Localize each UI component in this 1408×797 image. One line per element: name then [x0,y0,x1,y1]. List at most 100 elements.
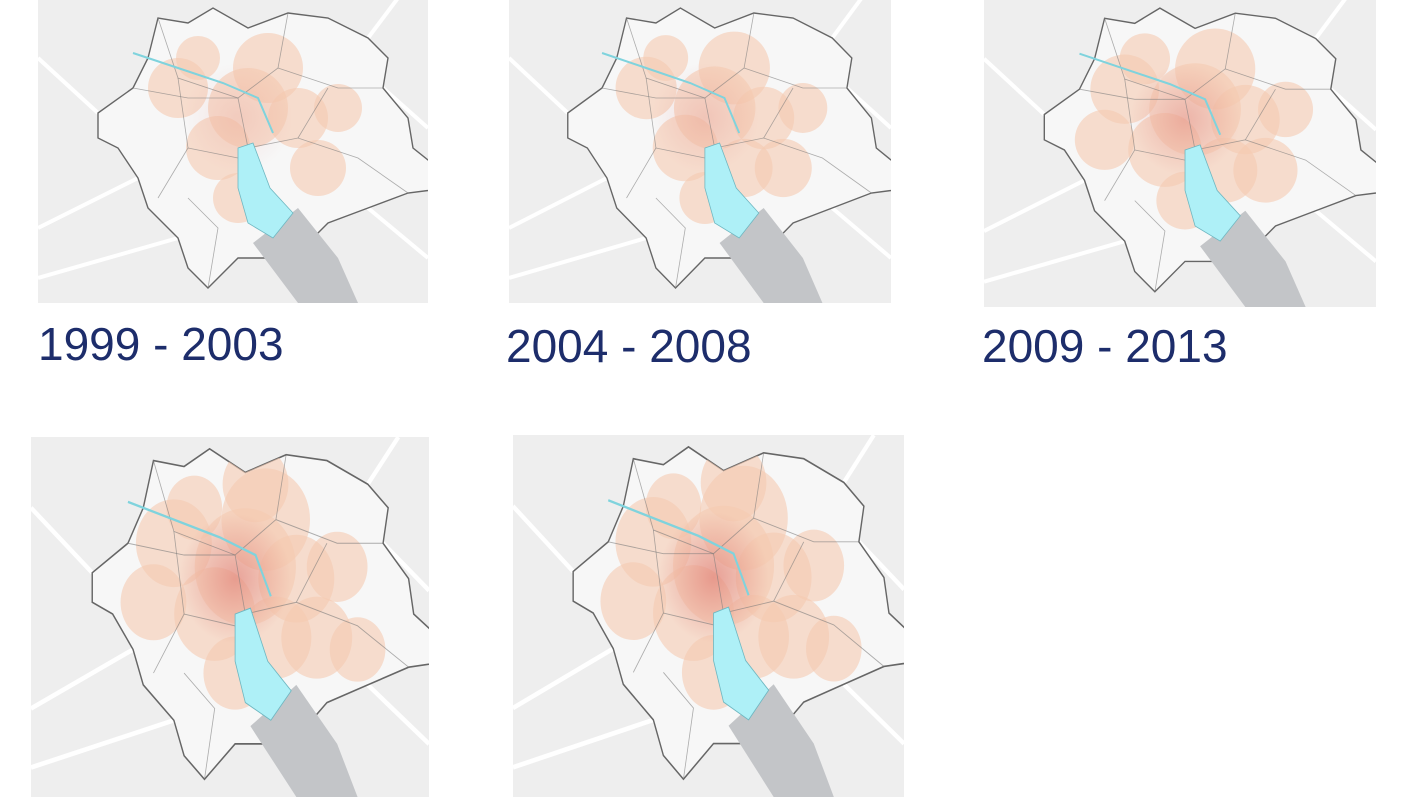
lake-outside [1200,210,1306,307]
district-border [763,87,794,139]
density-hotspot [183,63,293,173]
road-line [38,236,179,280]
density-blob [329,617,386,682]
road-line [984,239,1126,284]
district-border [183,613,236,627]
lake-outside [253,208,358,303]
district-border [1134,200,1166,292]
district-border [187,197,219,289]
district-border [1194,139,1357,196]
district-border [247,137,409,194]
density-blob [120,564,187,641]
heatmap-panel-5 [513,435,904,797]
period-label-3: 2009 - 2013 [982,320,1228,372]
road-line [31,647,134,711]
district-border [1184,99,1196,151]
density-blob [754,138,812,198]
district-border [1225,68,1331,90]
density-blob [806,615,862,682]
river [132,52,274,134]
road-line [1329,87,1376,132]
road-line [366,0,399,40]
district-border [655,147,705,159]
district-border [743,67,847,89]
density-hotspot [658,512,769,643]
lake [704,142,760,239]
period-label-1: 1999 - 2003 [38,318,284,370]
road-line [381,541,429,593]
lake [713,606,770,721]
road-line [513,504,575,574]
district-border [277,67,383,89]
road-line [1314,0,1347,40]
road-line [509,176,608,230]
density-blob [176,36,220,80]
river [127,500,272,597]
river [601,52,741,134]
district-border [713,553,724,614]
district-border [132,87,238,99]
density-blob [314,84,362,132]
road-line [513,717,654,770]
density-hotspot [178,513,292,644]
road-line [381,86,428,130]
district-border [234,554,246,615]
district-border [295,542,328,603]
density-blob [1258,81,1314,138]
lake [237,142,294,239]
district-border [753,517,859,543]
lake-outside [719,208,823,303]
district-border [297,87,329,139]
road-line [38,56,100,115]
district-border [773,541,805,602]
road-line [857,540,904,592]
lake [1184,144,1241,242]
district-border [183,672,216,780]
density-blob [306,531,368,602]
district-border [655,197,686,289]
district-border [723,600,885,667]
district-border [714,137,872,194]
map-svg [31,437,429,797]
district-border [663,672,694,780]
road-line [845,86,891,130]
district-border [1079,88,1186,100]
map-svg [509,0,891,303]
road-line [509,56,570,115]
lake-outside [728,684,834,797]
road-line [513,646,615,711]
heatmap-panel-2 [509,0,891,303]
road-line [1314,209,1376,263]
district-border [663,612,714,626]
district-border [1134,149,1186,161]
road-line [984,178,1086,233]
map-svg [984,0,1376,307]
district-border [608,541,714,555]
density-blob [643,35,689,81]
density-blob [1074,109,1135,170]
road-line [830,0,863,40]
district-border [187,147,239,159]
road-line [366,683,429,746]
road-line [366,437,401,486]
road-line [31,718,175,770]
road-line [984,57,1046,117]
district-border [275,519,384,544]
map-svg [38,0,428,303]
density-blob [778,83,828,133]
district-border [245,601,409,668]
map-svg [513,435,904,797]
density-layer [1074,28,1314,230]
river [607,499,750,596]
road-line [509,236,647,280]
district-border [704,97,716,149]
heatmap-panel-1 [38,0,428,303]
road-line [830,206,891,260]
road-line [366,206,428,260]
density-layer [148,33,362,223]
period-label-2: 2004 - 2008 [506,320,752,372]
density-hotspot [1129,63,1241,176]
road-line [842,682,904,746]
district-border [237,97,249,149]
district-border [1244,88,1276,141]
